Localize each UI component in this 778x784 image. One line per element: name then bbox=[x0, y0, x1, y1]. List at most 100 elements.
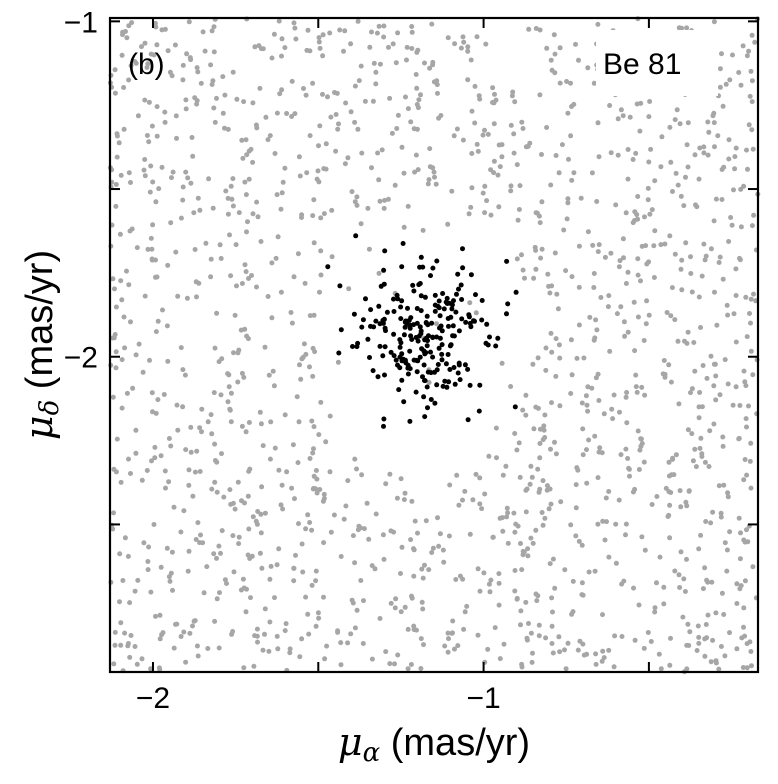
field-star-point bbox=[744, 472, 750, 478]
field-star-point bbox=[166, 479, 172, 485]
field-star-point bbox=[162, 468, 168, 474]
field-star-point bbox=[477, 475, 483, 481]
field-star-point bbox=[593, 651, 599, 657]
field-star-point bbox=[415, 167, 421, 173]
field-star-point bbox=[679, 25, 685, 31]
field-star-point bbox=[110, 526, 116, 532]
cluster-member-point bbox=[473, 292, 478, 298]
field-star-point bbox=[536, 489, 542, 495]
field-star-point bbox=[305, 611, 311, 617]
field-star-point bbox=[587, 314, 593, 320]
field-star-point bbox=[744, 527, 749, 533]
field-star-point bbox=[301, 86, 306, 91]
field-star-point bbox=[677, 488, 683, 494]
field-star-point bbox=[624, 390, 630, 395]
field-star-point bbox=[303, 351, 309, 357]
field-star-point bbox=[142, 97, 148, 103]
cluster-member-point bbox=[444, 384, 450, 390]
field-star-point bbox=[702, 565, 708, 571]
field-star-point bbox=[744, 665, 750, 671]
y-tick-label: −1 bbox=[64, 6, 98, 39]
field-star-point bbox=[168, 443, 174, 449]
field-star-point bbox=[316, 35, 322, 41]
field-star-point bbox=[333, 112, 339, 117]
field-star-point bbox=[739, 635, 745, 641]
field-star-point bbox=[243, 609, 249, 615]
field-star-point bbox=[446, 533, 452, 539]
field-star-point bbox=[467, 300, 473, 306]
field-star-point bbox=[297, 654, 303, 660]
cluster-member-point bbox=[484, 321, 490, 327]
field-star-point bbox=[411, 573, 417, 579]
field-star-point bbox=[352, 625, 358, 631]
field-star-point bbox=[218, 550, 223, 556]
field-star-point bbox=[309, 418, 315, 424]
field-star-point bbox=[120, 578, 126, 583]
field-star-point bbox=[415, 530, 420, 536]
field-star-point bbox=[125, 641, 131, 646]
field-star-point bbox=[221, 494, 227, 500]
field-star-point bbox=[717, 254, 723, 260]
field-star-point bbox=[258, 421, 264, 427]
field-star-point bbox=[386, 44, 391, 50]
field-star-point bbox=[615, 152, 621, 158]
field-star-point bbox=[265, 294, 271, 299]
field-star-point bbox=[661, 358, 667, 363]
field-star-point bbox=[688, 390, 693, 396]
field-star-point bbox=[381, 205, 387, 211]
field-star-point bbox=[684, 666, 690, 672]
field-star-point bbox=[272, 595, 277, 601]
field-star-point bbox=[710, 637, 716, 643]
field-star-point bbox=[284, 111, 290, 116]
field-star-point bbox=[568, 391, 574, 396]
y-tick-label: −2 bbox=[64, 342, 98, 375]
cluster-member-point bbox=[452, 381, 458, 387]
field-star-point bbox=[568, 522, 574, 528]
field-star-point bbox=[541, 423, 547, 429]
field-star-point bbox=[727, 77, 733, 83]
field-star-point bbox=[253, 122, 259, 128]
field-star-point bbox=[338, 662, 344, 668]
field-star-point bbox=[505, 540, 511, 546]
field-star-point bbox=[194, 448, 200, 454]
field-star-point bbox=[664, 310, 670, 315]
field-star-point bbox=[245, 552, 251, 558]
field-star-point bbox=[203, 240, 209, 246]
field-star-point bbox=[114, 436, 120, 442]
field-star-point bbox=[252, 44, 258, 50]
field-star-point bbox=[528, 630, 534, 636]
field-star-point bbox=[671, 472, 677, 478]
field-star-point bbox=[523, 509, 529, 515]
field-star-point bbox=[255, 639, 260, 645]
field-star-point bbox=[600, 648, 606, 654]
field-star-point bbox=[712, 289, 717, 295]
field-star-point bbox=[649, 502, 655, 507]
field-star-point bbox=[536, 213, 542, 219]
cluster-member-point bbox=[368, 323, 373, 329]
field-star-point bbox=[367, 44, 373, 50]
field-star-point bbox=[346, 286, 352, 292]
field-star-point bbox=[732, 154, 738, 160]
field-star-point bbox=[552, 250, 558, 256]
field-star-point bbox=[130, 385, 136, 391]
field-star-point bbox=[549, 283, 555, 289]
field-star-point bbox=[626, 465, 632, 471]
field-star-point bbox=[468, 204, 474, 210]
field-star-point bbox=[133, 450, 139, 456]
field-star-point bbox=[718, 510, 724, 516]
field-star-point bbox=[269, 315, 275, 321]
cluster-label: Be 81 bbox=[603, 48, 681, 81]
field-star-point bbox=[516, 440, 522, 446]
field-star-point bbox=[276, 18, 282, 24]
field-star-point bbox=[311, 485, 317, 491]
field-star-point bbox=[647, 99, 653, 104]
field-star-point bbox=[358, 63, 364, 69]
field-star-point bbox=[118, 620, 124, 626]
field-star-point bbox=[713, 397, 719, 403]
field-star-point bbox=[429, 21, 435, 27]
field-star-point bbox=[244, 152, 250, 158]
field-star-point bbox=[156, 665, 162, 671]
cluster-member-point bbox=[409, 337, 415, 342]
cluster-member-point bbox=[410, 282, 416, 288]
field-star-point bbox=[401, 170, 407, 176]
